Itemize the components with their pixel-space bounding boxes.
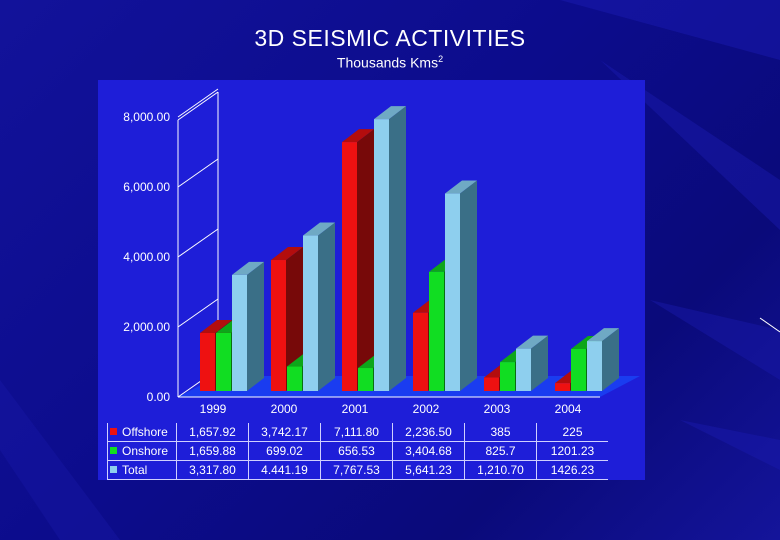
x-tick-label: 2002	[413, 402, 440, 416]
table-row: Offshore 1,657.92 3,742.17 7,111.80 2,236.50…	[107, 423, 608, 442]
chart-subtitle: Thousands Kms2	[0, 54, 780, 71]
legend-swatch	[110, 428, 117, 435]
y-tick-label: 8,000.00	[123, 110, 170, 124]
table-row: Total 3,317.80 4.441.19 7,767.53 5,641.23 1,2…	[107, 460, 608, 480]
bar-total-2001	[374, 106, 406, 392]
table-cell: 4.441.19	[248, 460, 321, 480]
legend-swatch	[110, 466, 117, 473]
table-cell: 825.7	[464, 441, 537, 461]
y-axis-top-edge	[177, 91, 219, 121]
bar-total-1999	[232, 261, 264, 391]
table-cell: 1,657.92	[176, 423, 249, 442]
bar-front-face	[555, 383, 570, 391]
table-cell: 699.02	[248, 441, 321, 461]
bar-top-face	[587, 328, 619, 342]
bar-top-face	[374, 106, 406, 120]
bar-front-face	[374, 119, 389, 392]
table-cell: 1,659.88	[176, 441, 249, 461]
y-tick-label: 2,000.00	[123, 320, 170, 334]
subtitle-text: Thousands Kms	[336, 54, 439, 71]
bar-total-2003	[516, 335, 548, 391]
legend-entry: Offshore	[107, 423, 177, 442]
bar-top-face	[303, 222, 335, 236]
bar-front-face	[232, 274, 247, 391]
y-gridline-diagonal	[177, 298, 219, 328]
legend-label: Total	[122, 463, 148, 477]
x-tick-label: 1999	[200, 402, 227, 416]
table-cell: 1,210.70	[464, 460, 537, 480]
bar-top-face	[516, 335, 548, 349]
bar-front-face	[342, 142, 357, 391]
table-cell: 7,111.80	[320, 423, 393, 442]
bar-side-face	[389, 106, 406, 392]
bar-front-face	[358, 368, 373, 391]
table-cell: 5,641.23	[392, 460, 465, 480]
bar-top-face	[200, 319, 232, 333]
bar-front-face	[287, 366, 302, 391]
bar-front-face	[303, 235, 318, 391]
table-cell: 7,767.53	[320, 460, 393, 480]
bar-front-face	[500, 362, 515, 391]
table-row: Onshore 1,659.88 699.02 656.53 3,404.68 825.7…	[107, 441, 608, 461]
y-gridline-diagonal	[177, 88, 219, 118]
bar-total-2002	[445, 180, 477, 391]
bar-side-face	[602, 328, 619, 391]
x-tick-label: 2004	[555, 402, 582, 416]
y-tick-label: 6,000.00	[123, 180, 170, 194]
x-tick-label: 2001	[342, 402, 369, 416]
bar-side-face	[247, 261, 264, 391]
bar-side-face	[318, 222, 335, 391]
table-cell: 2,236.50	[392, 423, 465, 442]
bar-front-face	[216, 332, 231, 391]
bar-side-face	[531, 335, 548, 391]
table-cell: 656.53	[320, 441, 393, 461]
y-tick-label: 4,000.00	[123, 250, 170, 264]
y-tick-label: 0.00	[147, 390, 171, 404]
bar-offshore-2000	[271, 247, 303, 391]
chart-title: 3D SEISMIC ACTIVITIES	[254, 25, 526, 51]
bar-side-face	[357, 129, 374, 391]
table-cell: 1426.23	[536, 460, 608, 480]
bar-side-face	[286, 247, 303, 391]
table-cell: 225	[536, 423, 608, 442]
bar-top-face	[445, 180, 477, 194]
bar-offshore-2001	[342, 129, 374, 391]
table-cell: 3,742.17	[248, 423, 321, 442]
bar-front-face	[200, 332, 215, 391]
bar-front-face	[413, 312, 428, 391]
y-gridline-diagonal	[177, 158, 219, 188]
bar-total-2000	[303, 222, 335, 391]
bar-front-face	[271, 260, 286, 391]
bar-front-face	[571, 348, 586, 391]
bar-front-face	[516, 348, 531, 391]
bar-side-face	[460, 180, 477, 391]
bar-front-face	[587, 341, 602, 391]
bar-front-face	[445, 193, 460, 391]
bar-total-2004	[587, 328, 619, 391]
table-cell: 1201.23	[536, 441, 608, 461]
legend-swatch	[110, 447, 117, 454]
legend-label: Offshore	[122, 425, 168, 439]
table-cell: 3,404.68	[392, 441, 465, 461]
legend-label: Onshore	[122, 444, 169, 458]
x-tick-label: 2003	[484, 402, 511, 416]
bar-front-face	[484, 377, 499, 391]
table-cell: 385	[464, 423, 537, 442]
bar-front-face	[429, 271, 444, 391]
table-cell: 3,317.80	[176, 460, 249, 480]
bar-top-face	[232, 261, 264, 275]
subtitle-superscript: 2	[438, 54, 444, 64]
legend-entry: Onshore	[107, 441, 177, 461]
bar-top-face	[271, 247, 303, 261]
data-table: Offshore 1,657.92 3,742.17 7,111.80 2,236.50…	[107, 423, 608, 480]
y-gridline-diagonal	[177, 228, 219, 258]
legend-entry: Total	[107, 460, 177, 480]
x-tick-label: 2000	[271, 402, 298, 416]
bar-top-face	[342, 129, 374, 143]
